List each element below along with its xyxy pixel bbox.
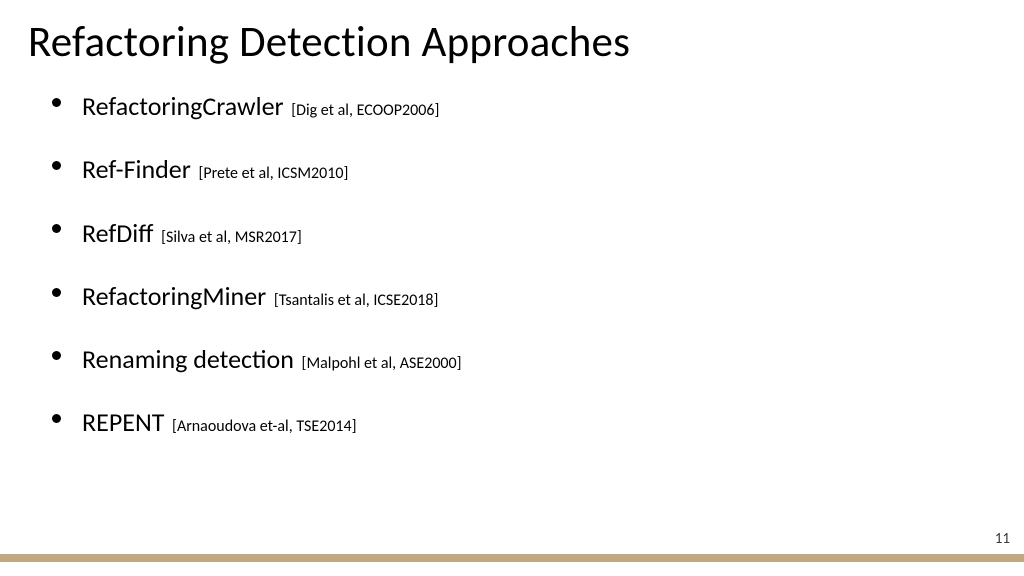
item-name: Ref-Finder xyxy=(82,153,191,185)
item-citation: [Silva et al, MSR2017] xyxy=(161,228,302,247)
bullet-list: RefactoringCrawler [Dig et al, ECOOP2006… xyxy=(28,91,996,438)
slide-title: Refactoring Detection Approaches xyxy=(28,18,996,65)
list-item: Renaming detection [Malpohl et al, ASE20… xyxy=(52,344,996,375)
item-citation: [Dig et al, ECOOP2006] xyxy=(291,101,439,120)
list-item: RefactoringMiner [Tsantalis et al, ICSE2… xyxy=(52,281,996,312)
item-citation: [Arnaoudova et-al, TSE2014] xyxy=(172,417,357,436)
list-item: RefDiff [Silva et al, MSR2017] xyxy=(52,218,996,249)
slide: Refactoring Detection Approaches Refacto… xyxy=(0,0,1024,576)
item-citation: [Malpohl et al, ASE2000] xyxy=(302,354,462,373)
list-item: RefactoringCrawler [Dig et al, ECOOP2006… xyxy=(52,91,996,122)
item-name: Renaming detection xyxy=(82,343,294,375)
item-name: RefactoringMiner xyxy=(82,280,266,312)
item-name: RefactoringCrawler xyxy=(82,90,284,122)
item-citation: [Prete et al, ICSM2010] xyxy=(198,164,348,183)
item-citation: [Tsantalis et al, ICSE2018] xyxy=(274,291,439,310)
item-name: REPENT xyxy=(82,406,164,438)
list-item: REPENT [Arnaoudova et-al, TSE2014] xyxy=(52,407,996,438)
list-item: Ref-Finder [Prete et al, ICSM2010] xyxy=(52,154,996,185)
item-name: RefDiff xyxy=(82,217,153,249)
footer-accent-bar xyxy=(0,554,1024,562)
page-number: 11 xyxy=(995,530,1010,548)
